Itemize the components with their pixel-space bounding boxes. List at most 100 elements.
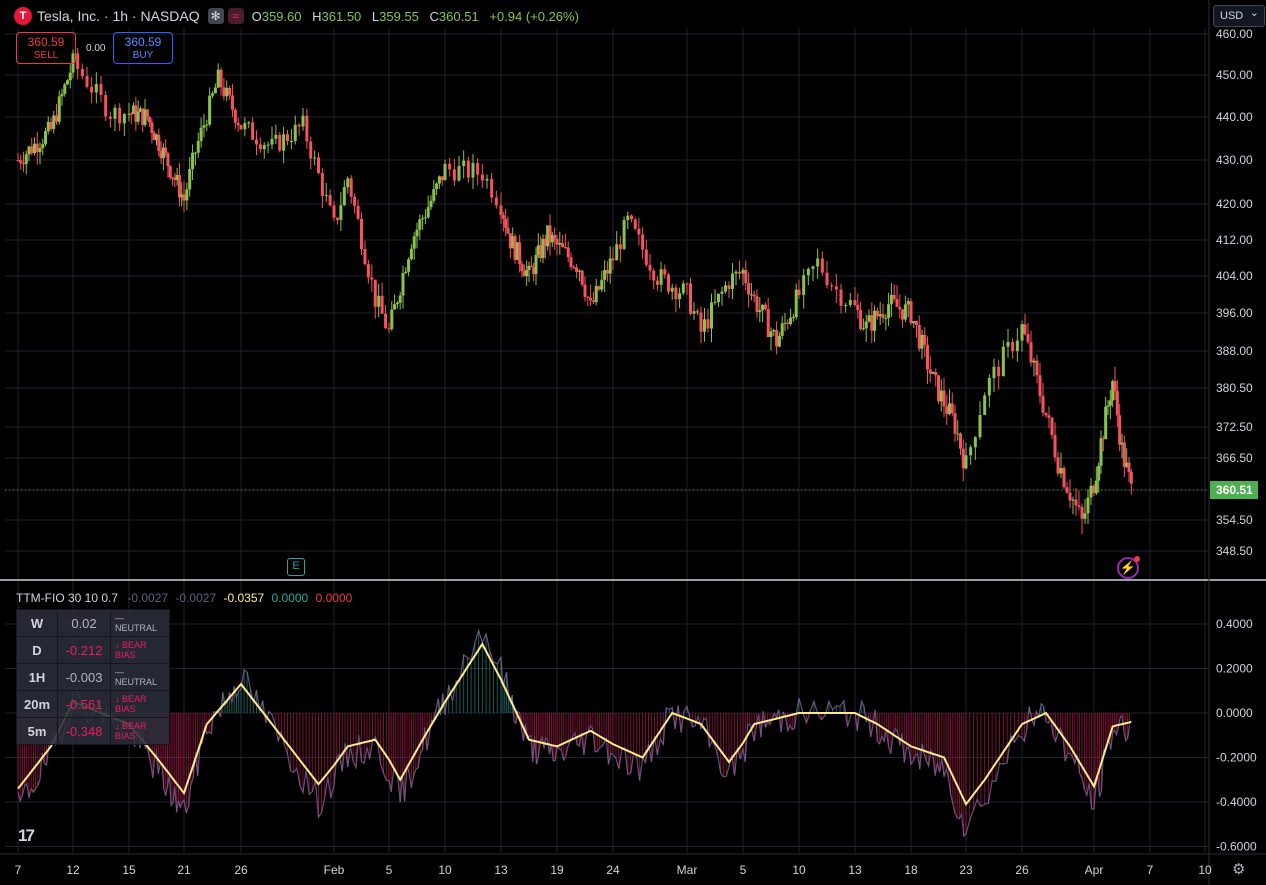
candle-body [853, 300, 857, 306]
waves-icon[interactable]: ≈ [227, 8, 244, 24]
timeframe-label: 5m [16, 717, 58, 745]
candle-body [506, 227, 510, 234]
candle-body [1062, 468, 1066, 488]
candle-body [738, 271, 741, 274]
candle-body [566, 247, 570, 258]
last-price-label: 360.51 [1216, 483, 1253, 497]
candle-body [953, 413, 957, 434]
indicator-header[interactable]: TTM-FIO 30 10 0.7 -0.0027 -0.0027 -0.035… [16, 591, 356, 605]
candle-body [1104, 406, 1108, 440]
osc-tick-label: -0.4000 [1216, 795, 1257, 809]
candle-body [734, 271, 738, 274]
candle-body [670, 287, 674, 292]
candle-body [1106, 405, 1110, 407]
candle-body [928, 369, 932, 374]
candle-body [864, 321, 868, 329]
candle-body [76, 53, 80, 69]
candle-body [485, 178, 489, 181]
candle-body [211, 93, 214, 96]
candle-body [797, 289, 801, 296]
candle-body [1120, 442, 1124, 445]
candle-body [878, 314, 882, 317]
symbol-title[interactable]: Tesla, Inc. · 1h · NASDAQ [37, 8, 200, 24]
candle-body [168, 166, 172, 178]
candle-body [196, 141, 200, 153]
candle-body [1129, 471, 1133, 484]
buy-button[interactable]: 360.59 BUY [113, 32, 173, 64]
candle-body [435, 183, 439, 190]
candle-body [266, 144, 270, 146]
gear-icon[interactable]: ⚙ [1232, 861, 1246, 878]
candle-body [806, 268, 810, 276]
candle-body [387, 328, 391, 330]
price-tick-label: 372.50 [1216, 420, 1253, 434]
candle-body [380, 295, 384, 314]
osc-fast-line [17, 628, 1131, 838]
candle-body [987, 378, 991, 396]
candle-body [541, 238, 545, 258]
sell-label: SELL [33, 50, 59, 61]
candle-body [504, 218, 508, 228]
candle-body [912, 321, 916, 324]
candle-body [637, 228, 641, 235]
osc-tick-label: 0.4000 [1216, 617, 1253, 631]
candle-body [328, 195, 332, 206]
earnings-icon[interactable]: E [287, 558, 305, 576]
candle-body [906, 301, 910, 305]
candle-body [659, 269, 663, 285]
candle-body [678, 293, 682, 300]
candle-body [35, 143, 39, 153]
candle-body [513, 236, 517, 260]
candle-body [875, 310, 879, 317]
candle-body [1026, 334, 1030, 343]
candle-body [342, 187, 346, 206]
currency-select[interactable]: USD [1213, 5, 1265, 27]
candle-body [1015, 340, 1019, 352]
candle-body [652, 270, 656, 281]
candle-body [594, 286, 598, 302]
candle-body [452, 169, 456, 181]
candle-body [429, 200, 433, 208]
candle-body [834, 286, 838, 290]
candle-body [85, 76, 89, 87]
candle-body [94, 84, 98, 93]
buy-price: 360.59 [124, 35, 162, 49]
candle-body [1068, 492, 1072, 501]
candle-body [159, 150, 163, 159]
candle-body [213, 87, 217, 94]
candle-body [1127, 462, 1131, 472]
candle-body [699, 312, 703, 332]
candle-body [1080, 506, 1084, 519]
sell-button[interactable]: 360.59 SELL [16, 32, 76, 64]
candle-body [820, 258, 824, 273]
time-tick-label: Feb [324, 863, 345, 877]
candle-body [239, 125, 243, 130]
candle-body [390, 309, 394, 329]
candle-body [90, 86, 94, 93]
candle-body [939, 390, 943, 402]
asterisk-icon[interactable]: ✻ [207, 8, 224, 24]
candle-body [143, 109, 147, 125]
candle-body [917, 324, 921, 349]
candle-body [305, 115, 309, 142]
candle-body [794, 289, 798, 318]
indicator-name[interactable]: TTM-FIO 30 10 0.7 [16, 591, 119, 605]
candle-body [1111, 380, 1115, 401]
tradingview-logo-icon[interactable]: 17 [18, 826, 35, 845]
candle-body [591, 300, 595, 302]
candle-body [208, 95, 212, 125]
candle-body [741, 270, 745, 274]
candle-body [320, 172, 324, 196]
candle-body [626, 215, 630, 221]
candle-body [247, 122, 251, 124]
candle-body [950, 403, 954, 414]
candle-body [1065, 487, 1069, 493]
candle-body [230, 95, 234, 110]
spark-icon[interactable]: ⚡ [1117, 556, 1140, 579]
candle-body [150, 122, 154, 134]
candle-body [27, 146, 31, 155]
time-tick-label: 5 [740, 863, 747, 877]
time-tick-label: 13 [848, 863, 862, 877]
candle-body [346, 178, 350, 188]
